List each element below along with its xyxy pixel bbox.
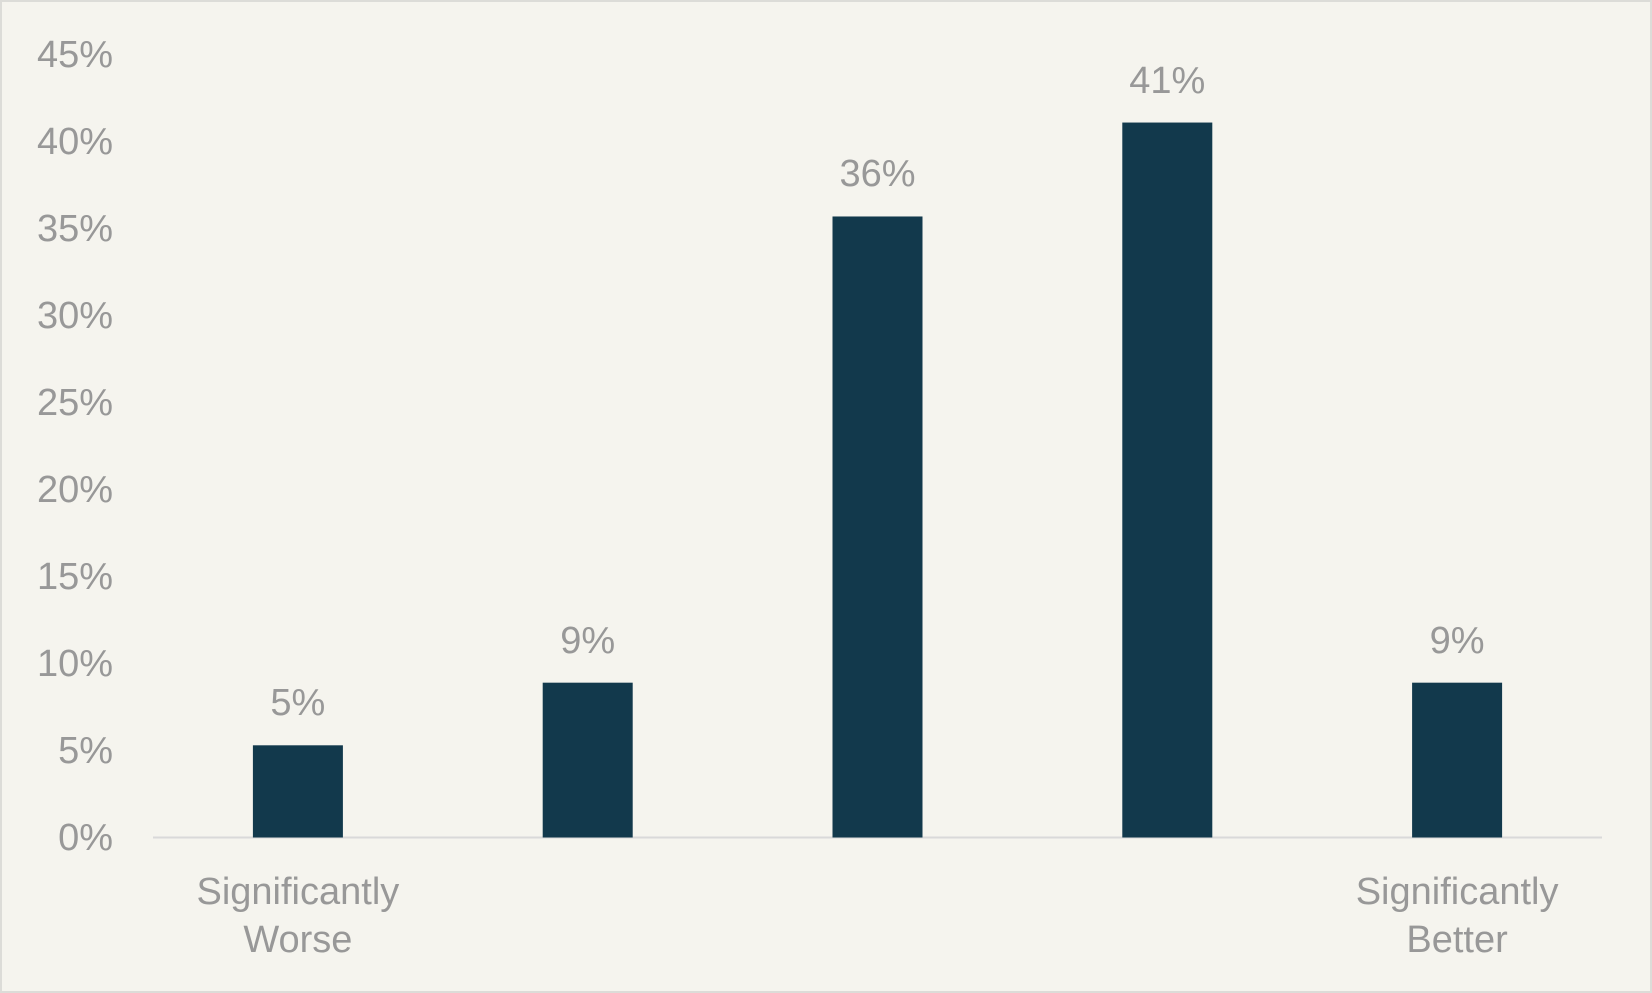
value-label: 9% (560, 619, 616, 662)
y-tick-label: 10% (36, 642, 113, 685)
value-label: 41% (1129, 59, 1206, 102)
value-label: 36% (839, 153, 916, 196)
y-tick-label: 35% (36, 207, 113, 250)
x-tick-label: Significantly Worse (196, 870, 400, 961)
y-tick-label: 0% (58, 816, 113, 859)
y-tick-label: 40% (36, 120, 113, 163)
bar (542, 682, 633, 838)
y-tick-label: 20% (36, 468, 113, 511)
bar (1122, 122, 1213, 838)
x-tick-label: Significantly Better (1355, 870, 1559, 961)
y-tick-label: 15% (36, 555, 113, 598)
y-tick-label: 5% (58, 729, 113, 772)
bar (252, 745, 343, 838)
y-tick-label: 30% (36, 294, 113, 337)
y-tick-label: 45% (36, 33, 113, 76)
value-label: 5% (270, 682, 326, 725)
bar (1412, 682, 1503, 838)
bar (832, 216, 923, 838)
y-tick-label: 25% (36, 381, 113, 424)
value-label: 9% (1429, 619, 1485, 662)
